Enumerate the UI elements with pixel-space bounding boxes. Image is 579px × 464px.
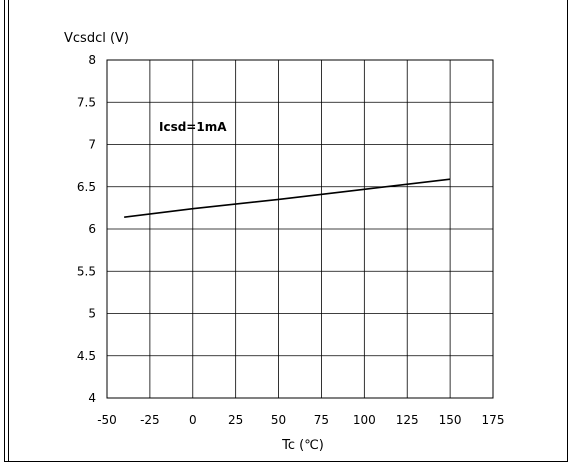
series-line (124, 178, 451, 218)
x-axis-label: Tc (℃) (281, 438, 324, 453)
chart-frame (4, 0, 568, 462)
y-tick-label: 5.5 (77, 264, 96, 278)
y-tick-label: 7.5 (77, 95, 96, 109)
x-tick-label: -50 (97, 413, 117, 427)
x-tick-label: -25 (140, 413, 160, 427)
y-tick-label: 8 (88, 53, 96, 67)
y-axis-label: Vcsdcl (V) (64, 31, 129, 46)
y-tick-label: 4.5 (77, 349, 96, 363)
y-tick-label: 4 (88, 391, 96, 405)
x-tick-label: 175 (482, 413, 505, 427)
plot-area (106, 59, 494, 399)
x-tick-label: 125 (396, 413, 419, 427)
y-tick-label: 6 (88, 222, 96, 236)
x-tick-label: 25 (228, 413, 243, 427)
x-tick-label: 0 (189, 413, 197, 427)
annotation-label: Icsd=1mA (159, 120, 227, 134)
y-tick-label: 5 (88, 307, 96, 321)
x-tick-label: 150 (439, 413, 462, 427)
y-tick-label: 6.5 (77, 180, 96, 194)
x-tick-label: 50 (271, 413, 286, 427)
x-tick-label: 75 (314, 413, 329, 427)
frame-divider (8, 0, 9, 462)
y-tick-label: 7 (88, 138, 96, 152)
x-tick-label: 100 (353, 413, 376, 427)
